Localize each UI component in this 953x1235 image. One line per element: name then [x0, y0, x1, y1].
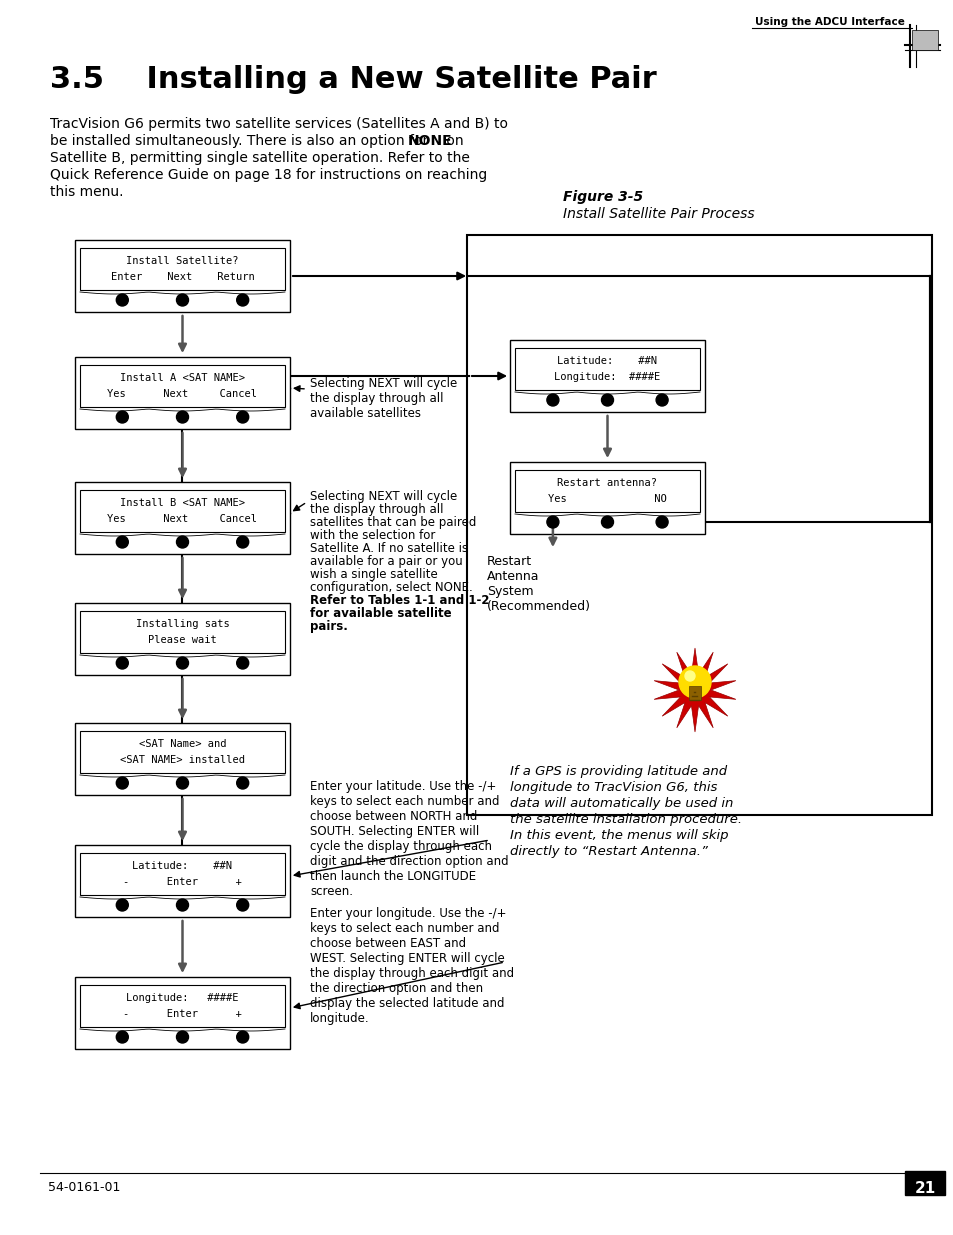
- Text: pairs.: pairs.: [310, 620, 348, 634]
- Text: be installed simultaneously. There is also an option for: be installed simultaneously. There is al…: [50, 135, 432, 148]
- Text: Restart antenna?
Yes              NO: Restart antenna? Yes NO: [548, 478, 666, 504]
- Text: Install A <SAT NAME>
Yes      Next     Cancel: Install A <SAT NAME> Yes Next Cancel: [108, 373, 257, 399]
- Text: 54-0161-01: 54-0161-01: [48, 1181, 120, 1194]
- Bar: [75, 240, 290, 312]
- Circle shape: [116, 1031, 128, 1044]
- Polygon shape: [654, 648, 735, 732]
- Text: If a GPS is providing latitude and: If a GPS is providing latitude and: [510, 764, 726, 778]
- Text: longitude to TracVision G6, this: longitude to TracVision G6, this: [510, 781, 717, 794]
- Circle shape: [679, 666, 710, 698]
- Bar: [75, 603, 290, 676]
- Bar: [80, 611, 285, 653]
- Circle shape: [236, 536, 249, 548]
- Bar: [80, 490, 285, 532]
- Circle shape: [176, 777, 189, 789]
- Bar: [75, 722, 290, 795]
- Circle shape: [176, 536, 189, 548]
- Bar: [80, 986, 285, 1028]
- Text: Enter your latitude. Use the -/+
keys to select each number and
choose between N: Enter your latitude. Use the -/+ keys to…: [310, 781, 508, 898]
- Circle shape: [236, 657, 249, 669]
- Text: this menu.: this menu.: [50, 185, 123, 199]
- Text: <SAT Name> and
<SAT NAME> installed: <SAT Name> and <SAT NAME> installed: [120, 740, 245, 764]
- Circle shape: [236, 777, 249, 789]
- Text: satellites that can be paired: satellites that can be paired: [310, 516, 476, 529]
- Bar: [80, 366, 285, 408]
- Text: Longitude:   ####E
-      Enter      +: Longitude: ####E - Enter +: [123, 993, 242, 1019]
- Bar: [75, 977, 290, 1049]
- Circle shape: [656, 394, 667, 406]
- Circle shape: [176, 899, 189, 911]
- Circle shape: [236, 1031, 249, 1044]
- Circle shape: [236, 294, 249, 306]
- Text: Install Satellite Pair Process: Install Satellite Pair Process: [562, 207, 754, 221]
- Circle shape: [546, 394, 558, 406]
- Bar: [688, 685, 700, 700]
- Circle shape: [546, 516, 558, 529]
- Text: for available satellite: for available satellite: [310, 606, 451, 620]
- Bar: [911, 30, 937, 49]
- Circle shape: [684, 671, 695, 680]
- Text: Install B <SAT NAME>
Yes      Next     Cancel: Install B <SAT NAME> Yes Next Cancel: [108, 498, 257, 524]
- Text: 21: 21: [913, 1181, 935, 1195]
- Bar: [510, 340, 704, 412]
- Circle shape: [116, 294, 128, 306]
- Circle shape: [176, 657, 189, 669]
- Bar: [75, 482, 290, 555]
- Text: NONE: NONE: [408, 135, 452, 148]
- Bar: [904, 1171, 944, 1195]
- Text: 3.5    Installing a New Satellite Pair: 3.5 Installing a New Satellite Pair: [50, 65, 656, 94]
- Circle shape: [601, 516, 613, 529]
- Text: Enter your longitude. Use the -/+
keys to select each number and
choose between : Enter your longitude. Use the -/+ keys t…: [310, 906, 514, 1025]
- Text: data will automatically be used in: data will automatically be used in: [510, 797, 733, 810]
- Bar: [75, 845, 290, 918]
- Bar: [515, 471, 700, 513]
- Text: TracVision G6 permits two satellite services (Satellites A and B) to: TracVision G6 permits two satellite serv…: [50, 117, 507, 131]
- Text: Using the ADCU Interface: Using the ADCU Interface: [754, 17, 904, 27]
- Bar: [80, 853, 285, 895]
- Bar: [75, 357, 290, 429]
- Circle shape: [116, 536, 128, 548]
- Text: Figure 3-5: Figure 3-5: [562, 190, 642, 204]
- Text: wish a single satellite: wish a single satellite: [310, 568, 437, 580]
- Circle shape: [116, 411, 128, 424]
- Text: Satellite A. If no satellite is: Satellite A. If no satellite is: [310, 542, 468, 555]
- Text: the satellite installation procedure.: the satellite installation procedure.: [510, 813, 741, 826]
- Bar: [80, 248, 285, 290]
- Text: on: on: [441, 135, 463, 148]
- Circle shape: [236, 899, 249, 911]
- Text: directly to “Restart Antenna.”: directly to “Restart Antenna.”: [510, 845, 707, 858]
- Circle shape: [176, 411, 189, 424]
- Circle shape: [176, 294, 189, 306]
- Circle shape: [116, 899, 128, 911]
- Text: Refer to Tables 1-1 and 1-2: Refer to Tables 1-1 and 1-2: [310, 594, 489, 606]
- Circle shape: [656, 516, 667, 529]
- Circle shape: [236, 411, 249, 424]
- Circle shape: [601, 394, 613, 406]
- Bar: [510, 462, 704, 534]
- Text: Latitude:    ##N
-      Enter      +: Latitude: ##N - Enter +: [123, 861, 242, 887]
- Text: Latitude:    ##N
Longitude:  ####E: Latitude: ##N Longitude: ####E: [554, 356, 659, 382]
- Text: Selecting NEXT will cycle
the display through all
available satellites: Selecting NEXT will cycle the display th…: [310, 377, 456, 420]
- Text: the display through all: the display through all: [310, 503, 443, 516]
- Text: available for a pair or you: available for a pair or you: [310, 555, 462, 568]
- Bar: [515, 348, 700, 390]
- Circle shape: [116, 657, 128, 669]
- Text: Quick Reference Guide on page 18 for instructions on reaching: Quick Reference Guide on page 18 for ins…: [50, 168, 487, 182]
- Circle shape: [116, 777, 128, 789]
- Text: Installing sats
Please wait: Installing sats Please wait: [135, 619, 229, 645]
- Text: Restart
Antenna
System
(Recommended): Restart Antenna System (Recommended): [486, 555, 590, 613]
- Text: Satellite B, permitting single satellite operation. Refer to the: Satellite B, permitting single satellite…: [50, 151, 470, 165]
- Text: configuration, select NONE.: configuration, select NONE.: [310, 580, 473, 594]
- Bar: [80, 731, 285, 773]
- Circle shape: [176, 1031, 189, 1044]
- Text: Selecting NEXT will cycle: Selecting NEXT will cycle: [310, 490, 456, 503]
- Text: Install Satellite?
Enter    Next    Return: Install Satellite? Enter Next Return: [111, 256, 254, 282]
- Text: In this event, the menus will skip: In this event, the menus will skip: [510, 829, 728, 842]
- Text: with the selection for: with the selection for: [310, 529, 435, 542]
- Bar: [467, 235, 931, 815]
